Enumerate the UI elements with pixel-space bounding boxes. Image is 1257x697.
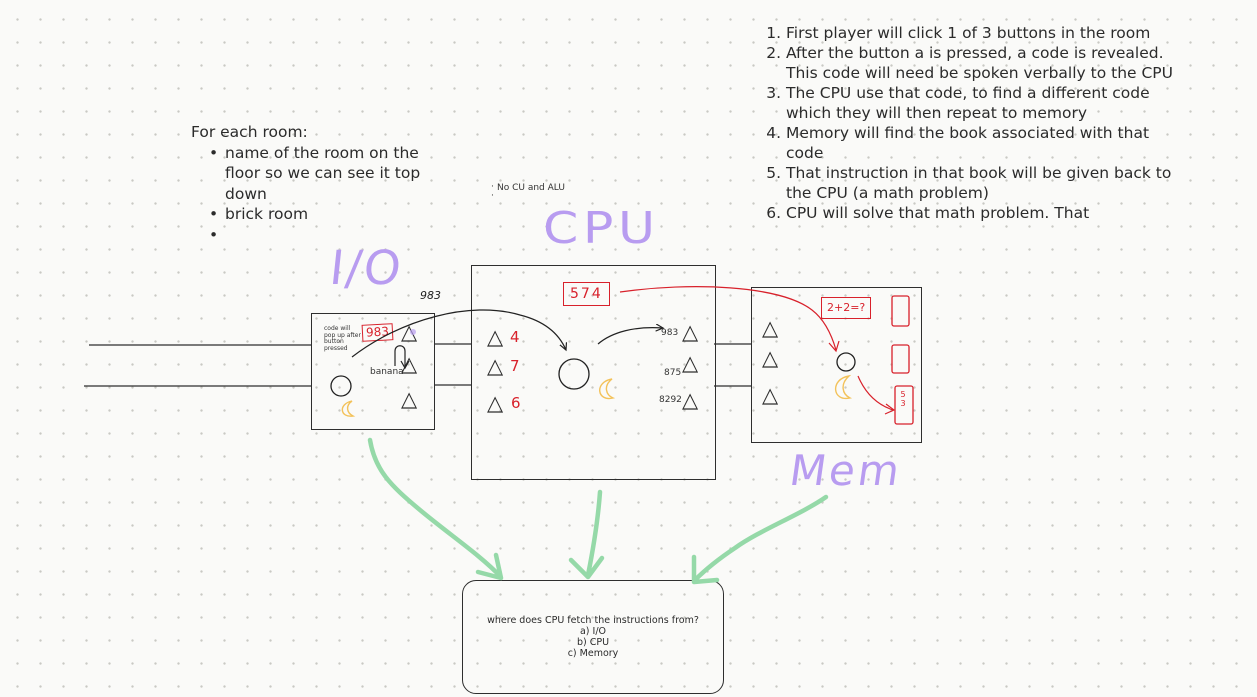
- io-code-box: 983: [361, 323, 394, 342]
- step-item: First player will click 1 of 3 buttons i…: [786, 23, 1186, 43]
- step-item: The CPU use that code, to find a differe…: [786, 83, 1186, 123]
- cpu-label: CPU: [543, 203, 660, 254]
- room-note-item: [209, 225, 430, 246]
- io-label: I/O: [327, 241, 406, 296]
- step-item: CPU will solve that math problem. That: [786, 203, 1186, 223]
- green-arrow-head: [568, 555, 605, 580]
- quiz-option: a) I/O: [579, 626, 607, 637]
- quiz-option: b) CPU: [576, 637, 610, 648]
- cpu-code-value: 875: [664, 368, 682, 378]
- green-arrow: [585, 489, 603, 578]
- cpu-button-number: 7: [510, 357, 520, 375]
- cpu-button-number: 6: [511, 394, 521, 412]
- mem-book-label: 5 3: [900, 390, 906, 408]
- button-triangle-icon[interactable]: △: [401, 387, 418, 411]
- mem-triangle-icon[interactable]: △: [762, 346, 779, 370]
- mem-triangle-icon[interactable]: △: [762, 383, 779, 407]
- cpu-button-number: 4: [510, 328, 520, 346]
- cpu-triangle-icon[interactable]: △: [682, 388, 699, 412]
- room-notes: For each room: name of the room on the f…: [191, 122, 430, 245]
- steps-list: First player will click 1 of 3 buttons i…: [766, 23, 1186, 223]
- cpu-code-value: 8292: [659, 395, 682, 405]
- room-note-item: name of the room on the floor so we can …: [209, 143, 430, 205]
- cpu-triangle-icon[interactable]: △: [487, 354, 504, 378]
- mem-problem-box: 2+2=?: [821, 297, 872, 319]
- cpu-code-value: 983: [661, 328, 679, 338]
- green-arrow-head: [691, 554, 720, 585]
- cpu-code-box: 574: [563, 282, 610, 306]
- step-item: That instruction in that book will be gi…: [786, 163, 1186, 203]
- green-arrow: [692, 494, 829, 583]
- room-notes-list: name of the room on the floor so we can …: [191, 143, 430, 246]
- cpu-triangle-icon[interactable]: △: [682, 320, 699, 344]
- room-note-item: brick room: [209, 204, 430, 225]
- quiz-box: where does CPU fetch the instructions fr…: [462, 580, 724, 694]
- cpu-triangle-icon[interactable]: △: [487, 391, 504, 415]
- cpu-triangle-icon[interactable]: △: [682, 351, 699, 375]
- cpu-room: [471, 265, 716, 480]
- io-spoken-code: 983: [420, 289, 441, 302]
- io-item-label: banana: [370, 367, 404, 377]
- mem-label: Mem: [786, 446, 906, 495]
- quiz-question: where does CPU fetch the instructions fr…: [487, 615, 699, 626]
- cpu-note: · · No CU and ALU: [491, 182, 565, 201]
- cpu-triangle-icon[interactable]: △: [487, 325, 504, 349]
- quiz-option: c) Memory: [567, 648, 619, 659]
- button-triangle-icon[interactable]: △: [401, 352, 418, 376]
- green-arrow-head: [475, 552, 504, 581]
- button-triangle-icon[interactable]: △: [401, 320, 418, 344]
- step-item: After the button a is pressed, a code is…: [786, 43, 1186, 83]
- io-room-note: code will pop up after button pressed: [324, 325, 361, 352]
- step-item: Memory will find the book associated wit…: [786, 123, 1186, 163]
- mem-triangle-icon[interactable]: △: [762, 316, 779, 340]
- cpu-note-text: No CU and ALU: [497, 183, 565, 193]
- room-notes-heading: For each room:: [191, 123, 308, 141]
